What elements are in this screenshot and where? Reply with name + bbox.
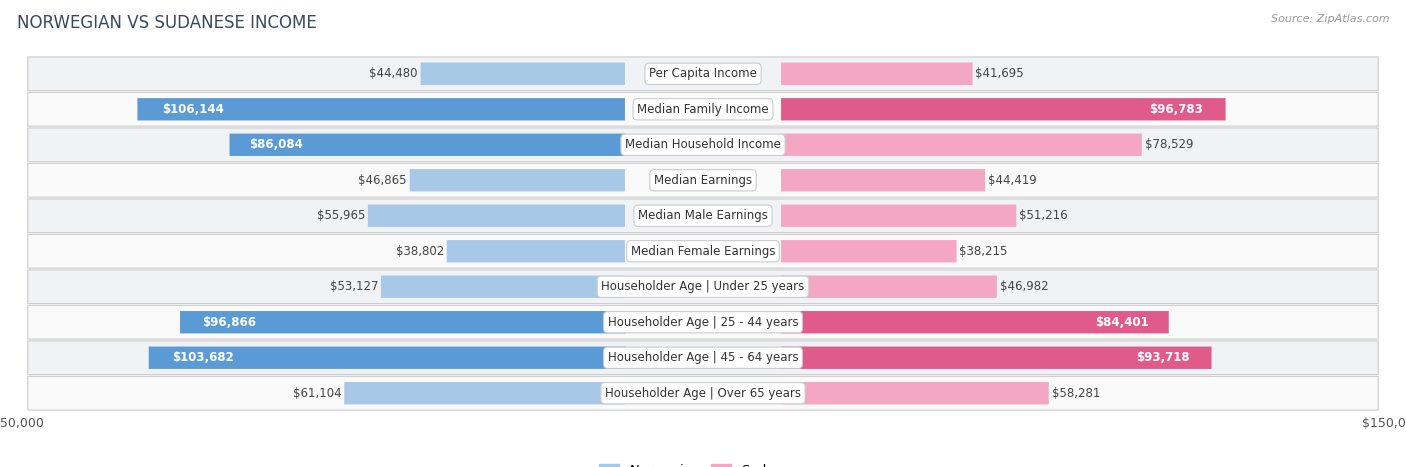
FancyBboxPatch shape	[28, 199, 1378, 233]
Text: $46,982: $46,982	[1000, 280, 1049, 293]
FancyBboxPatch shape	[229, 134, 624, 156]
FancyBboxPatch shape	[368, 205, 624, 227]
Text: Householder Age | Under 25 years: Householder Age | Under 25 years	[602, 280, 804, 293]
Text: Median Male Earnings: Median Male Earnings	[638, 209, 768, 222]
FancyBboxPatch shape	[782, 311, 1168, 333]
Text: $106,144: $106,144	[162, 103, 224, 116]
FancyBboxPatch shape	[28, 128, 1378, 162]
FancyBboxPatch shape	[782, 98, 1226, 120]
FancyBboxPatch shape	[138, 98, 624, 120]
Text: $84,401: $84,401	[1095, 316, 1149, 329]
Text: $53,127: $53,127	[329, 280, 378, 293]
FancyBboxPatch shape	[782, 276, 997, 298]
FancyBboxPatch shape	[782, 240, 956, 262]
Text: $44,480: $44,480	[370, 67, 418, 80]
Text: $96,783: $96,783	[1150, 103, 1204, 116]
Text: $55,965: $55,965	[316, 209, 366, 222]
Text: $51,216: $51,216	[1019, 209, 1067, 222]
Text: NORWEGIAN VS SUDANESE INCOME: NORWEGIAN VS SUDANESE INCOME	[17, 14, 316, 32]
Text: $46,865: $46,865	[359, 174, 406, 187]
FancyBboxPatch shape	[180, 311, 624, 333]
Text: Per Capita Income: Per Capita Income	[650, 67, 756, 80]
FancyBboxPatch shape	[28, 270, 1378, 304]
FancyBboxPatch shape	[409, 169, 624, 191]
FancyBboxPatch shape	[28, 234, 1378, 268]
Text: Householder Age | 25 - 44 years: Householder Age | 25 - 44 years	[607, 316, 799, 329]
FancyBboxPatch shape	[149, 347, 624, 369]
Text: Householder Age | Over 65 years: Householder Age | Over 65 years	[605, 387, 801, 400]
FancyBboxPatch shape	[381, 276, 624, 298]
FancyBboxPatch shape	[28, 341, 1378, 375]
FancyBboxPatch shape	[28, 92, 1378, 126]
Text: Median Female Earnings: Median Female Earnings	[631, 245, 775, 258]
FancyBboxPatch shape	[782, 205, 1017, 227]
FancyBboxPatch shape	[782, 63, 973, 85]
Text: $86,084: $86,084	[249, 138, 304, 151]
Text: $44,419: $44,419	[988, 174, 1036, 187]
FancyBboxPatch shape	[28, 163, 1378, 197]
FancyBboxPatch shape	[344, 382, 624, 404]
Text: Median Earnings: Median Earnings	[654, 174, 752, 187]
FancyBboxPatch shape	[782, 382, 1049, 404]
FancyBboxPatch shape	[420, 63, 624, 85]
FancyBboxPatch shape	[782, 134, 1142, 156]
Text: $93,718: $93,718	[1136, 351, 1189, 364]
Legend: Norwegian, Sudanese: Norwegian, Sudanese	[593, 459, 813, 467]
Text: $78,529: $78,529	[1144, 138, 1194, 151]
Text: $38,215: $38,215	[959, 245, 1008, 258]
Text: $96,866: $96,866	[202, 316, 256, 329]
FancyBboxPatch shape	[782, 169, 986, 191]
Text: $38,802: $38,802	[395, 245, 444, 258]
Text: $58,281: $58,281	[1052, 387, 1099, 400]
Text: Median Household Income: Median Household Income	[626, 138, 780, 151]
Text: Median Family Income: Median Family Income	[637, 103, 769, 116]
FancyBboxPatch shape	[28, 57, 1378, 91]
Text: Source: ZipAtlas.com: Source: ZipAtlas.com	[1271, 14, 1389, 24]
FancyBboxPatch shape	[447, 240, 624, 262]
FancyBboxPatch shape	[28, 305, 1378, 339]
Text: Householder Age | 45 - 64 years: Householder Age | 45 - 64 years	[607, 351, 799, 364]
Text: $41,695: $41,695	[976, 67, 1024, 80]
FancyBboxPatch shape	[28, 376, 1378, 410]
FancyBboxPatch shape	[782, 347, 1212, 369]
Text: $61,104: $61,104	[292, 387, 342, 400]
Text: $103,682: $103,682	[173, 351, 235, 364]
